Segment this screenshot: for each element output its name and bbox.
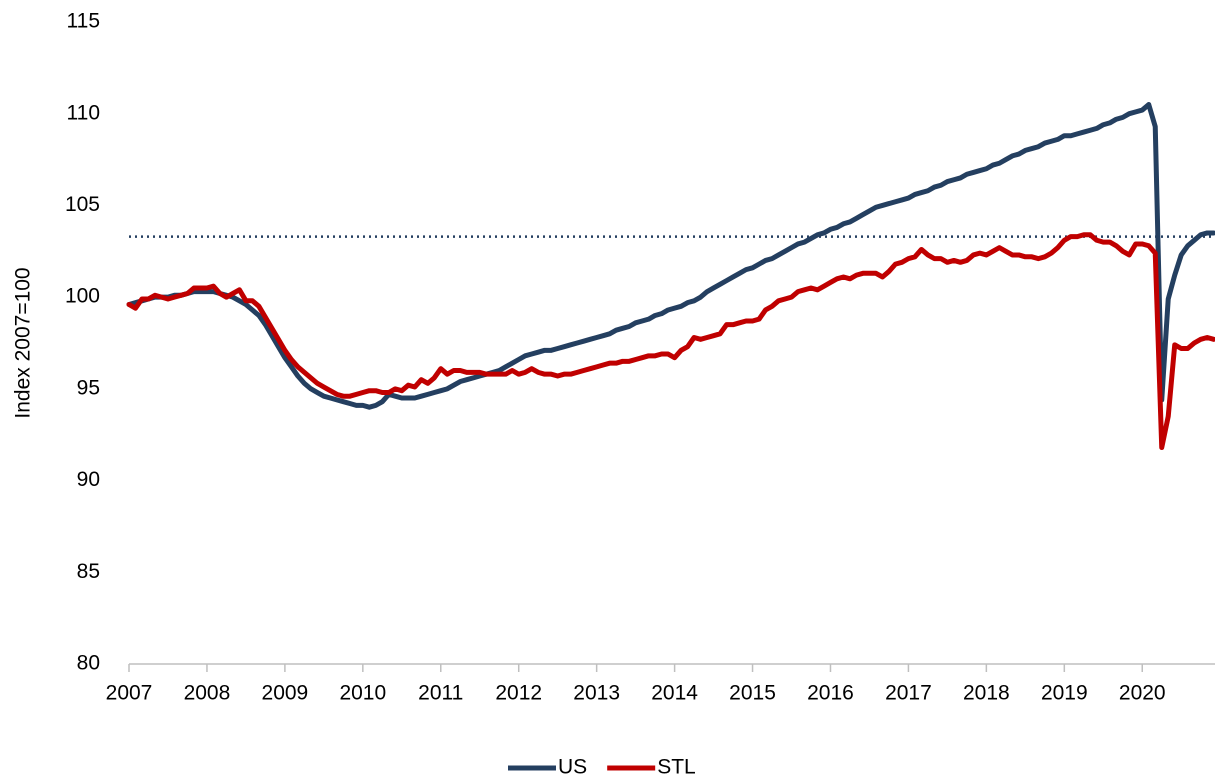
x-tick-label: 2016 [807, 682, 854, 705]
legend-label: US [558, 756, 587, 778]
x-tick-label: 2007 [106, 682, 153, 705]
x-tick-label: 2020 [1119, 682, 1166, 705]
y-tick-label: 90 [77, 468, 100, 491]
y-axis-label: Index 2007=100 [12, 267, 35, 418]
x-tick-label: 2015 [729, 682, 776, 705]
series-line [126, 232, 1215, 451]
x-tick-label: 2010 [339, 682, 386, 705]
y-tick-label: 115 [67, 10, 100, 33]
x-tick-label: 2008 [184, 682, 231, 705]
x-tick-label: 2009 [262, 682, 309, 705]
x-tick-label: 2017 [885, 682, 932, 705]
x-tick-label: 2013 [573, 682, 620, 705]
y-tick-label: 100 [65, 285, 100, 308]
y-tick-label: 80 [77, 652, 100, 675]
series-line [126, 102, 1215, 410]
x-tick-label: 2018 [963, 682, 1010, 705]
x-tick-label: 2019 [1041, 682, 1088, 705]
x-tick-label: 2014 [651, 682, 698, 705]
x-tick-label: 2011 [418, 682, 463, 705]
y-tick-label: 110 [67, 101, 100, 124]
y-tick-label: 105 [65, 193, 100, 216]
y-tick-label: 95 [77, 376, 100, 399]
x-tick-label: 2012 [495, 682, 542, 705]
legend-label: STL [657, 756, 696, 778]
y-tick-label: 85 [77, 560, 100, 583]
